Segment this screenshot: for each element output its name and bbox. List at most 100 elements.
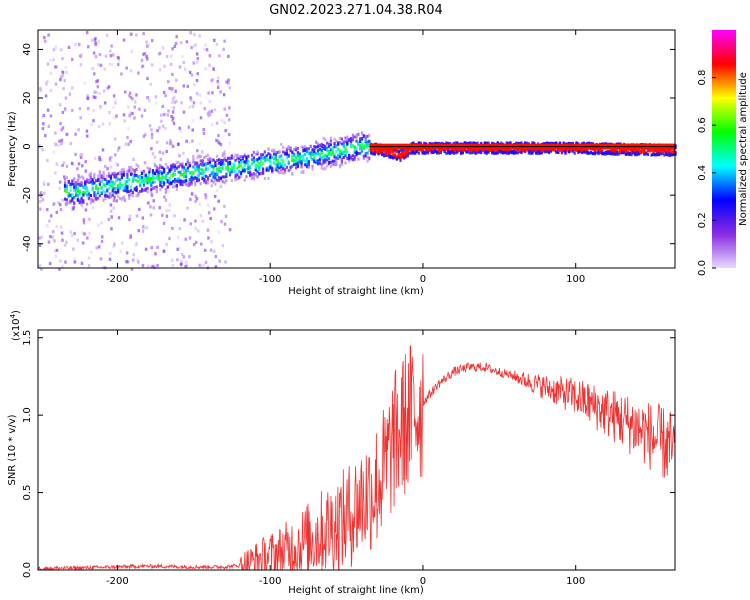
spectrogram-cell bbox=[269, 163, 272, 167]
spectrogram-noise-cell bbox=[194, 226, 198, 231]
spectrogram-cell bbox=[371, 152, 375, 156]
spectrogram-noise-cell bbox=[189, 31, 192, 35]
spectrogram-noise-cell bbox=[98, 53, 102, 57]
spectrogram-cell bbox=[639, 150, 642, 154]
spectrogram-noise-cell bbox=[122, 113, 126, 117]
spectrogram-cell bbox=[329, 153, 332, 157]
spectrogram-cell bbox=[564, 151, 567, 155]
spectrogram-noise-cell bbox=[55, 210, 59, 214]
spectrogram-noise-cell bbox=[188, 105, 192, 109]
spectrogram-cell bbox=[106, 179, 109, 183]
spectrogram-cell bbox=[177, 170, 180, 174]
spectrogram-cell bbox=[293, 163, 296, 167]
spectrogram-cell bbox=[503, 151, 507, 155]
spectrogram-cell bbox=[65, 189, 69, 193]
spectrogram-noise-cell bbox=[171, 144, 175, 148]
spectrogram-noise-cell bbox=[47, 182, 50, 186]
spectrogram-cell bbox=[135, 163, 138, 167]
spectrogram-cell bbox=[280, 158, 283, 162]
spectrogram-noise-cell bbox=[112, 244, 115, 249]
spectrogram-cell bbox=[261, 171, 265, 175]
spectrogram-cell bbox=[525, 141, 529, 145]
spectrogram-noise-cell bbox=[59, 75, 63, 79]
spectrogram-cell bbox=[179, 163, 182, 167]
spectrogram-noise-cell bbox=[197, 154, 200, 158]
spectrogram-noise-cell bbox=[158, 206, 161, 210]
spectrogram-cell bbox=[173, 180, 177, 184]
spectrogram-cell bbox=[87, 192, 90, 196]
spectrogram-cell bbox=[357, 132, 360, 136]
snr-x-ticks: -200 -100 0 100 bbox=[106, 330, 585, 587]
spectrogram-noise-cell bbox=[223, 107, 226, 111]
spectrogram-noise-cell bbox=[191, 128, 194, 132]
spectrogram-noise-cell bbox=[55, 65, 58, 69]
spectrogram-cell bbox=[454, 141, 457, 145]
spectrogram-cell bbox=[271, 155, 274, 159]
spectrogram-noise-cell bbox=[228, 118, 231, 122]
spectrogram-cell bbox=[140, 179, 144, 183]
spectrogram-cell bbox=[337, 142, 340, 146]
spectrogram-cell bbox=[291, 171, 294, 175]
spectrogram-cell bbox=[206, 167, 210, 171]
spectrogram-cell bbox=[569, 149, 573, 153]
spectrogram-cell bbox=[148, 173, 151, 177]
spectrogram-cell bbox=[95, 184, 98, 188]
spectrogram-cell bbox=[157, 170, 160, 174]
spectrogram-cell bbox=[283, 167, 287, 171]
spectrogram-cell bbox=[287, 146, 290, 150]
spectrogram-cell bbox=[648, 148, 651, 152]
spectrogram-cell bbox=[250, 158, 254, 162]
spectrogram-cell bbox=[106, 174, 109, 178]
spectrogram-cell bbox=[256, 175, 259, 179]
spectrogram-cell bbox=[546, 142, 549, 146]
spectrogram-noise-cell bbox=[181, 168, 184, 172]
spectrogram-cell bbox=[91, 182, 94, 186]
spectrogram-cell bbox=[613, 150, 617, 154]
spectrogram-noise-cell bbox=[196, 92, 199, 96]
spectrogram-cell bbox=[322, 146, 325, 150]
spectrogram-noise-cell bbox=[196, 56, 200, 61]
spectrogram-y-tick-label: 40 bbox=[22, 43, 33, 56]
spectrogram-noise-cell bbox=[178, 227, 182, 231]
spectrogram-noise-cell bbox=[172, 121, 176, 126]
spectrogram-noise-cell bbox=[207, 114, 210, 118]
spectrogram-noise-cell bbox=[124, 90, 127, 94]
spectrogram-noise-cell bbox=[152, 206, 156, 210]
spectrogram-cell bbox=[206, 158, 210, 162]
spectrogram-cell bbox=[505, 141, 508, 145]
spectrogram-noise-cell bbox=[114, 101, 117, 105]
spectrogram-cell bbox=[230, 156, 233, 160]
spectrogram-noise-cell bbox=[93, 156, 97, 160]
spectrogram-cell bbox=[461, 150, 464, 154]
spectrogram-cell bbox=[326, 164, 329, 168]
spectrogram-cell bbox=[335, 149, 338, 153]
spectrogram-cell bbox=[258, 167, 261, 171]
spectrogram-noise-cell bbox=[220, 220, 223, 224]
spectrogram-cell bbox=[197, 178, 200, 182]
spectrogram-cell bbox=[179, 179, 182, 183]
spectrogram-noise-cell bbox=[145, 226, 148, 230]
spectrogram-noise-cell bbox=[129, 69, 133, 73]
spectrogram-cell bbox=[269, 153, 272, 157]
spectrogram-cell bbox=[87, 179, 90, 183]
spectrogram-noise-cell bbox=[168, 203, 172, 207]
spectrogram-noise-cell bbox=[92, 196, 96, 200]
spectrogram-cell bbox=[118, 186, 122, 190]
spectrogram-cell bbox=[516, 141, 519, 145]
spectrogram-cell bbox=[544, 150, 547, 154]
spectrogram-cell bbox=[467, 150, 470, 154]
spectrogram-cell bbox=[236, 173, 239, 177]
spectrogram-cell bbox=[164, 177, 167, 181]
spectrogram-cell bbox=[71, 180, 74, 184]
spectrogram-cell bbox=[227, 169, 230, 173]
spectrogram-cell bbox=[414, 148, 417, 152]
spectrogram-cell bbox=[239, 160, 243, 164]
spectrogram-cell bbox=[535, 148, 538, 152]
spectrogram-cell bbox=[223, 175, 226, 179]
spectrogram-noise-cell bbox=[131, 182, 134, 186]
spectrogram-noise-cell bbox=[116, 56, 120, 60]
spectrogram-cell bbox=[261, 168, 265, 172]
spectrogram-cell bbox=[206, 181, 210, 185]
spectrogram-cell bbox=[340, 150, 343, 154]
spectrogram-cell bbox=[272, 148, 276, 152]
